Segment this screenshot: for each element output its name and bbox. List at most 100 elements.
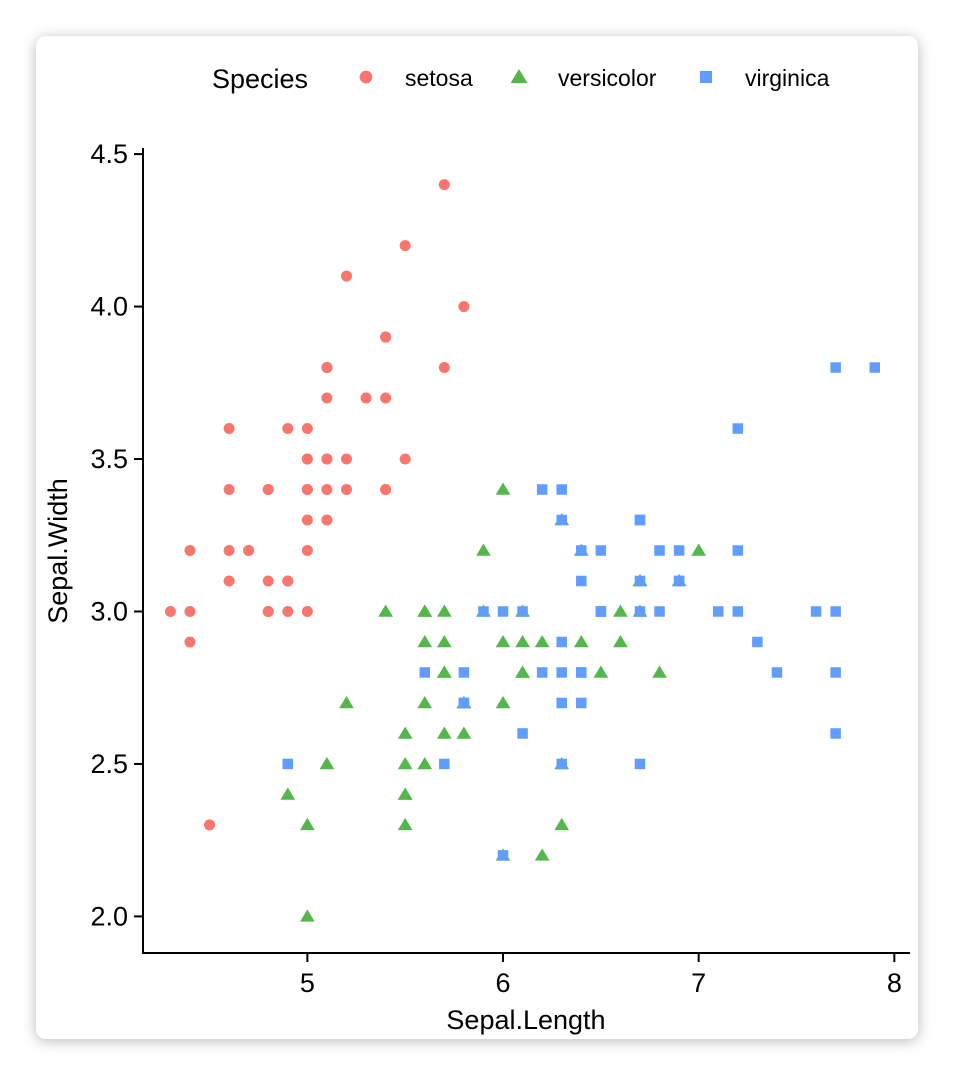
- y-axis-label: Sepal.Width: [43, 478, 73, 624]
- x-ticks: 5 6 7 8: [300, 953, 902, 998]
- data-point-setosa: [301, 545, 313, 556]
- data-point-virginica: [478, 606, 489, 617]
- data-point-virginica: [556, 667, 567, 678]
- data-point-virginica: [752, 636, 763, 648]
- data-point-virginica: [576, 545, 587, 556]
- data-point-setosa: [438, 362, 450, 374]
- data-point-setosa: [340, 453, 352, 465]
- y-tick-label: 3.0: [90, 596, 128, 626]
- data-point-versicolor: [319, 756, 335, 770]
- data-point-setosa: [184, 636, 196, 648]
- data-point-virginica: [556, 758, 567, 770]
- data-point-versicolor: [417, 604, 433, 617]
- y-ticks: 2.0 2.5 3.0 3.5 4.0 4.5: [90, 139, 143, 931]
- data-point-setosa: [262, 605, 274, 617]
- data-point-versicolor: [417, 634, 433, 648]
- data-point-virginica: [673, 545, 685, 556]
- data-point-setosa: [282, 575, 294, 587]
- legend-label-versicolor: versicolor: [558, 65, 657, 91]
- data-point-versicolor: [495, 634, 511, 648]
- data-point-versicolor: [417, 695, 433, 709]
- data-point-virginica: [576, 697, 587, 709]
- x-tick-label: 6: [496, 968, 511, 998]
- data-point-virginica: [869, 362, 881, 373]
- data-point-setosa: [164, 605, 176, 617]
- data-point-setosa: [184, 545, 196, 556]
- data-point-virginica: [497, 606, 509, 617]
- data-point-versicolor: [300, 817, 315, 831]
- data-point-virginica: [654, 606, 665, 617]
- data-point-versicolor: [652, 665, 667, 678]
- x-tick-label: 8: [887, 968, 902, 998]
- data-point-setosa: [282, 423, 294, 435]
- data-point-versicolor: [554, 817, 570, 831]
- legend-label-setosa: setosa: [405, 65, 473, 91]
- data-point-versicolor: [476, 543, 491, 556]
- data-point-setosa: [262, 575, 274, 587]
- data-point-versicolor: [515, 634, 530, 648]
- data-point-setosa: [262, 484, 274, 496]
- y-tick-label: 4.5: [90, 139, 128, 169]
- x-tick-label: 5: [300, 968, 315, 998]
- data-point-virginica: [830, 667, 841, 678]
- data-point-setosa: [321, 392, 333, 404]
- data-point-versicolor: [339, 695, 354, 709]
- data-point-setosa: [282, 605, 294, 617]
- data-point-versicolor: [397, 817, 413, 831]
- legend-key-versicolor: [510, 68, 528, 84]
- data-point-virginica: [830, 728, 841, 739]
- data-point-setosa: [301, 605, 313, 617]
- data-point-virginica: [439, 758, 450, 770]
- plot-points: [164, 179, 881, 922]
- data-point-virginica: [713, 606, 724, 617]
- data-point-setosa: [458, 301, 470, 313]
- data-point-setosa: [301, 423, 313, 435]
- data-point-virginica: [458, 667, 470, 678]
- data-point-versicolor: [397, 756, 413, 770]
- data-point-versicolor: [378, 604, 393, 617]
- data-point-virginica: [595, 545, 607, 556]
- data-point-versicolor: [397, 787, 413, 800]
- data-point-virginica: [830, 362, 841, 373]
- y-tick-label: 2.0: [90, 901, 128, 931]
- data-point-versicolor: [300, 909, 315, 922]
- y-tick-label: 2.5: [90, 749, 128, 779]
- data-point-setosa: [380, 392, 392, 404]
- data-point-setosa: [399, 453, 411, 465]
- data-point-setosa: [321, 484, 333, 496]
- data-point-versicolor: [534, 848, 550, 861]
- data-point-virginica: [732, 545, 744, 556]
- y-tick-label: 3.5: [90, 444, 128, 474]
- x-tick-label: 7: [691, 968, 706, 998]
- data-point-virginica: [830, 606, 841, 617]
- data-point-versicolor: [436, 604, 452, 617]
- data-point-virginica: [732, 606, 744, 617]
- data-point-versicolor: [573, 634, 589, 648]
- data-point-versicolor: [613, 634, 628, 648]
- data-point-versicolor: [280, 787, 296, 800]
- data-point-virginica: [419, 667, 431, 678]
- data-point-versicolor: [436, 665, 452, 678]
- data-point-virginica: [497, 850, 509, 861]
- data-point-virginica: [517, 606, 528, 617]
- data-point-setosa: [321, 514, 333, 526]
- data-point-versicolor: [417, 756, 433, 770]
- data-point-setosa: [223, 545, 235, 556]
- data-point-virginica: [634, 575, 646, 587]
- data-point-setosa: [243, 545, 255, 556]
- data-point-virginica: [536, 484, 548, 495]
- data-point-virginica: [634, 514, 646, 526]
- data-point-virginica: [556, 484, 567, 495]
- data-point-setosa: [204, 819, 216, 831]
- data-point-setosa: [380, 331, 392, 343]
- data-point-virginica: [458, 697, 470, 709]
- data-point-versicolor: [436, 634, 452, 648]
- data-point-versicolor: [593, 665, 609, 678]
- data-point-virginica: [673, 575, 685, 587]
- legend-key-virginica: [699, 70, 713, 84]
- data-point-setosa: [223, 484, 235, 496]
- data-point-setosa: [380, 484, 392, 496]
- legend-label-virginica: virginica: [745, 65, 830, 91]
- data-point-versicolor: [534, 634, 550, 648]
- data-point-versicolor: [397, 726, 413, 739]
